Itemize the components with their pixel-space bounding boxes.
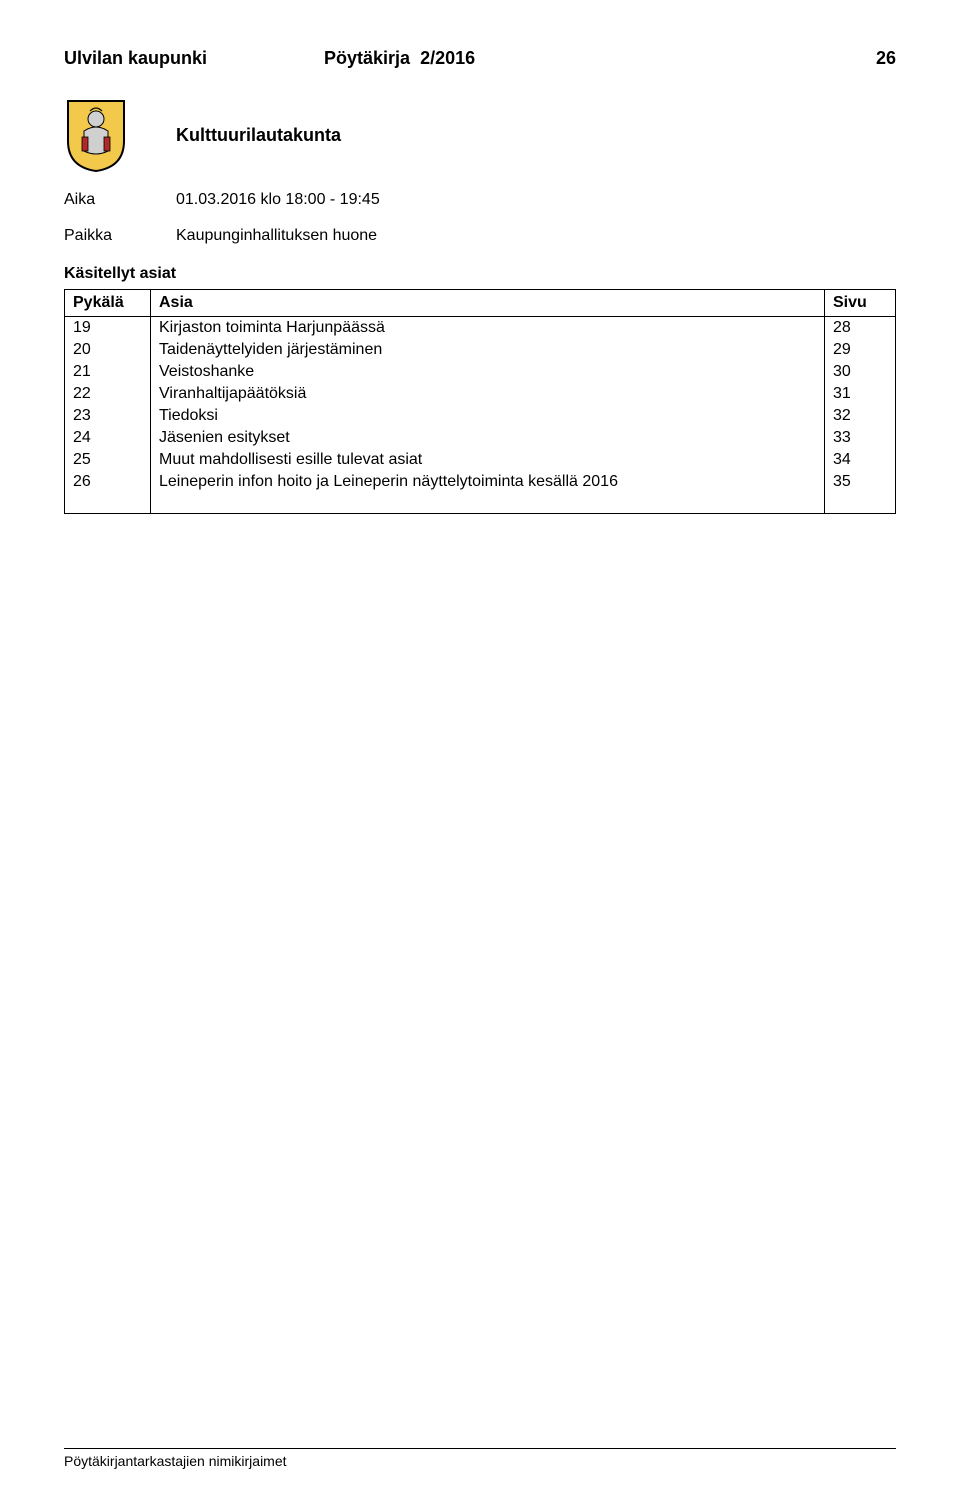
cell-pykala: 21 [65,361,151,383]
agenda-table: Pykälä Asia Sivu 19Kirjaston toiminta Ha… [64,289,896,514]
table-row: 23Tiedoksi32 [65,405,895,427]
header-doc-label: Pöytäkirja [324,48,410,68]
cell-pykala: 20 [65,339,151,361]
table-row: 20Taidenäyttelyiden järjestäminen29 [65,339,895,361]
meta-time-row: Aika 01.03.2016 klo 18:00 - 19:45 [64,191,896,209]
crest-row: Kulttuurilautakunta [64,97,896,173]
section-heading: Käsitellyt asiat [64,265,896,283]
meta-place-row: Paikka Kaupunginhallituksen huone [64,227,896,245]
cell-pykala: 23 [65,405,151,427]
cell-asia: Taidenäyttelyiden järjestäminen [151,339,825,361]
col-header-pykala: Pykälä [65,290,151,316]
cell-sivu: 32 [825,405,895,427]
city-crest-icon [64,97,128,173]
cell-pykala: 25 [65,449,151,471]
cell-asia: Jäsenien esitykset [151,427,825,449]
meta-time-label: Aika [64,191,176,209]
table-row: 19Kirjaston toiminta Harjunpäässä28 [65,317,895,339]
header-page-number: 26 [744,48,896,69]
cell-sivu: 29 [825,339,895,361]
col-header-sivu: Sivu [825,290,895,316]
cell-sivu: 35 [825,471,895,493]
cell-sivu: 30 [825,361,895,383]
cell-sivu: 34 [825,449,895,471]
meta-place-value: Kaupunginhallituksen huone [176,227,377,245]
cell-asia: Kirjaston toiminta Harjunpäässä [151,317,825,339]
cell-asia: Leineperin infon hoito ja Leineperin näy… [151,471,825,493]
table-spacer [65,493,895,513]
cell-sivu: 33 [825,427,895,449]
cell-asia: Veistoshanke [151,361,825,383]
table-row: 25Muut mahdollisesti esille tulevat asia… [65,449,895,471]
table-row: 22Viranhaltijapäätöksiä31 [65,383,895,405]
header-line: Ulvilan kaupunki Pöytäkirja 2/2016 26 [64,48,896,69]
col-header-asia: Asia [151,290,825,316]
table-body: 19Kirjaston toiminta Harjunpäässä2820Tai… [65,317,895,493]
board-name: Kulttuurilautakunta [176,125,341,146]
header-doc-number: 2/2016 [420,48,475,68]
cell-pykala: 24 [65,427,151,449]
table-row: 21Veistoshanke30 [65,361,895,383]
footer-signatures: Pöytäkirjantarkastajien nimikirjaimet [64,1448,896,1469]
table-header-row: Pykälä Asia Sivu [65,290,895,317]
cell-sivu: 31 [825,383,895,405]
page: Ulvilan kaupunki Pöytäkirja 2/2016 26 Ku… [0,0,960,1509]
cell-pykala: 19 [65,317,151,339]
cell-sivu: 28 [825,317,895,339]
header-org: Ulvilan kaupunki [64,48,324,69]
cell-asia: Viranhaltijapäätöksiä [151,383,825,405]
cell-asia: Tiedoksi [151,405,825,427]
meta-time-value: 01.03.2016 klo 18:00 - 19:45 [176,191,380,209]
cell-pykala: 22 [65,383,151,405]
meta-place-label: Paikka [64,227,176,245]
table-row: 24Jäsenien esitykset33 [65,427,895,449]
cell-asia: Muut mahdollisesti esille tulevat asiat [151,449,825,471]
table-row: 26Leineperin infon hoito ja Leineperin n… [65,471,895,493]
cell-pykala: 26 [65,471,151,493]
header-doc: Pöytäkirja 2/2016 [324,48,744,69]
